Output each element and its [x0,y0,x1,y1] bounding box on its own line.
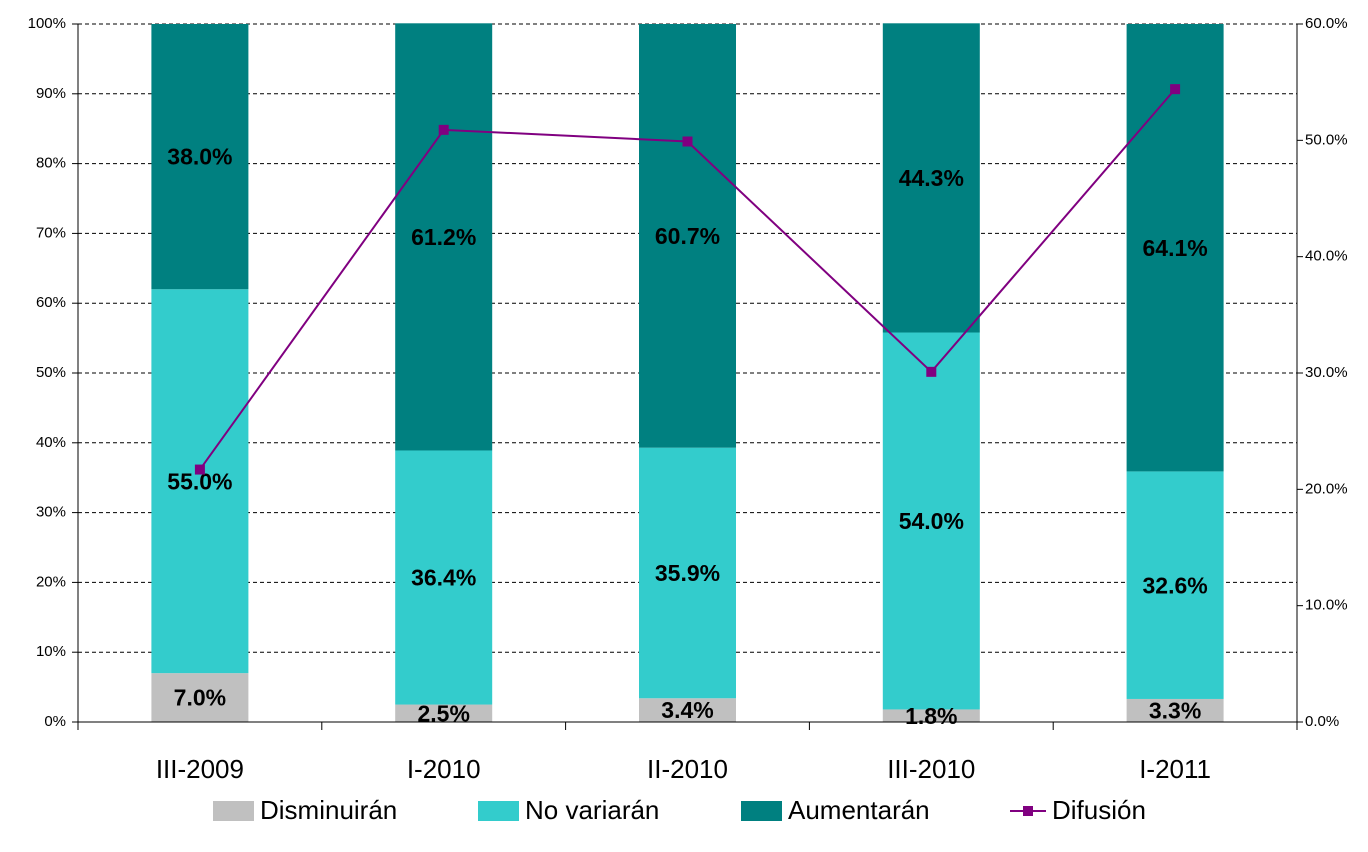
line-marker [1170,84,1181,95]
data-label: 61.2% [411,224,476,250]
line-marker [926,366,937,377]
data-label: 36.4% [411,565,476,591]
legend-swatch [741,801,782,821]
legend-swatch [478,801,519,821]
bar-segment [882,332,980,710]
bar-segment [1126,698,1224,722]
x-tick-label: I-2011 [1139,754,1211,784]
legend-swatch [213,801,254,821]
y-tick-label: 10% [36,643,66,660]
line-marker [194,464,205,475]
y-tick-label: 30% [36,504,66,521]
y2-tick-label: 10.0% [1305,597,1348,614]
bar-segment [395,450,493,705]
legend-label: Aumentarán [788,795,930,825]
y-tick-label: 20% [36,573,66,590]
legend-label: Difusión [1052,795,1146,825]
bar-segment [882,709,980,722]
data-label: 44.3% [899,165,964,191]
data-label: 38.0% [167,144,232,170]
bar-segment [1126,24,1224,472]
y-tick-label: 80% [36,155,66,172]
data-label: 54.0% [899,508,964,534]
x-tick-label: III-2009 [156,754,244,784]
data-label: 64.1% [1142,235,1207,261]
y2-tick-label: 40.0% [1305,248,1348,265]
y2-tick-label: 50.0% [1305,131,1348,148]
data-label: 1.8% [905,703,957,729]
data-label: 3.4% [661,697,713,723]
y-tick-label: 70% [36,224,66,241]
x-tick-label: I-2010 [407,754,481,784]
y2-tick-label: 20.0% [1305,480,1348,497]
data-label: 7.0% [174,685,226,711]
x-tick-label: II-2010 [647,754,728,784]
data-label: 3.3% [1149,698,1201,724]
y-tick-label: 50% [36,364,66,381]
bar-segment [639,24,736,448]
y2-tick-label: 30.0% [1305,364,1348,381]
bar-segment [1126,471,1224,699]
data-label: 2.5% [417,700,469,726]
bar-segment [639,698,736,722]
legend-label: Disminuirán [260,795,397,825]
data-label: 35.9% [655,560,720,586]
bar-segment [639,447,736,699]
x-tick-label: III-2010 [887,754,975,784]
bar-segment [151,24,249,290]
bar-segment [395,704,493,722]
y-tick-label: 0% [44,713,66,730]
y-tick-label: 60% [36,294,66,311]
y-tick-label: 90% [36,85,66,102]
y-tick-label: 100% [28,15,66,32]
line-marker [682,136,693,147]
bar-segment [151,673,249,722]
y-tick-label: 40% [36,434,66,451]
data-label: 32.6% [1142,572,1207,598]
bar-segment [395,23,493,451]
line-marker [438,124,449,135]
legend-marker [1023,806,1033,816]
bar-segment [151,289,249,674]
legend-label: No variarán [525,795,659,825]
y2-tick-label: 0.0% [1305,713,1339,730]
data-label: 60.7% [655,223,720,249]
bar-segment [882,23,980,333]
y2-tick-label: 60.0% [1305,15,1348,32]
